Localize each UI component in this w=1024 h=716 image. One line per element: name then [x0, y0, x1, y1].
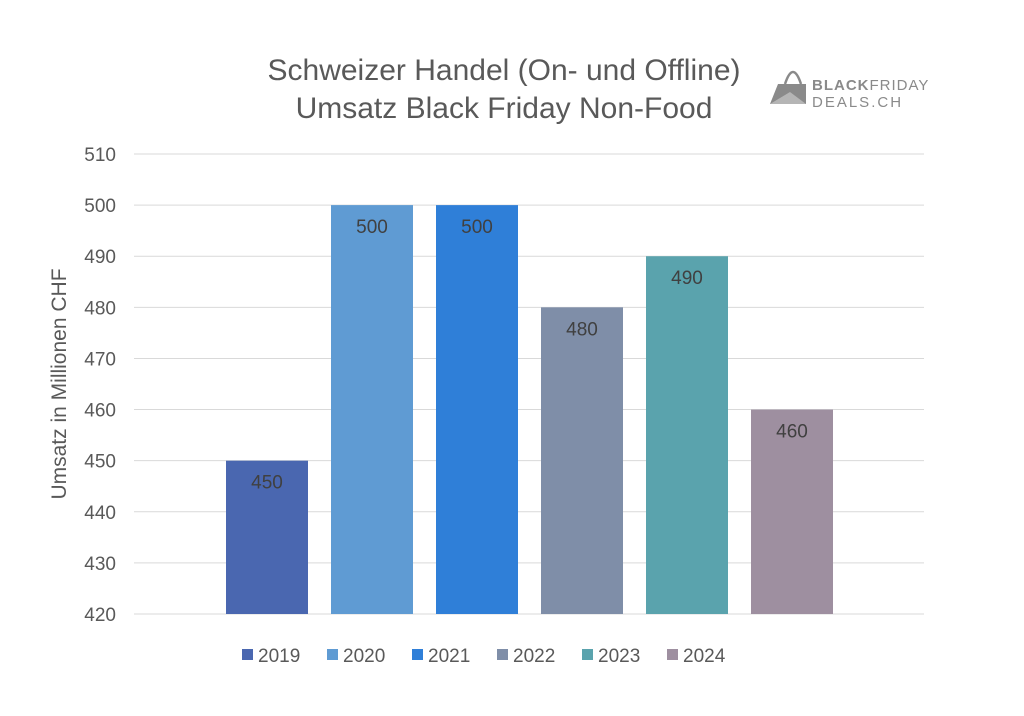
data-label-2022: 480	[566, 319, 598, 340]
legend-label: 2020	[343, 646, 385, 667]
legend-swatch	[412, 649, 423, 660]
bar-2023	[646, 256, 728, 614]
legend-swatch	[497, 649, 508, 660]
bar-2022	[541, 307, 623, 614]
legend-item-2020: 2020	[327, 646, 385, 667]
legend-item-2022: 2022	[497, 646, 555, 667]
legend-label: 2023	[598, 646, 640, 667]
legend-swatch	[667, 649, 678, 660]
y-tick-label: 460	[84, 401, 116, 422]
y-tick-label: 440	[84, 503, 116, 524]
y-tick-label: 450	[84, 452, 116, 473]
y-tick-label: 480	[84, 298, 116, 319]
logo-text-line-1: BLACKFRIDAY	[812, 77, 929, 94]
y-tick-label: 500	[84, 196, 116, 217]
legend-item-2023: 2023	[582, 646, 640, 667]
y-axis-ticks: 420 430 440 450 460 470 480 490 500 510	[84, 145, 116, 626]
legend-label: 2024	[683, 646, 726, 667]
y-axis-label: Umsatz in Millionen CHF	[48, 268, 71, 499]
legend-item-2024: 2024	[667, 646, 726, 667]
legend-swatch	[582, 649, 593, 660]
data-label-2021: 500	[461, 217, 493, 238]
legend-label: 2019	[258, 646, 300, 667]
logo-text-friday: FRIDAY	[870, 77, 930, 94]
data-label-2020: 500	[356, 217, 388, 238]
bar-2020	[331, 205, 413, 614]
legend-item-2021: 2021	[412, 646, 470, 667]
bar-2021	[436, 205, 518, 614]
bars	[226, 205, 833, 614]
y-tick-label: 420	[84, 605, 116, 626]
logo-text-black: BLACK	[812, 77, 870, 94]
y-tick-label: 430	[84, 554, 116, 575]
data-labels: 450 500 500 480 490 460	[251, 217, 808, 494]
legend: 2019 2020 2021 2022 2023 2024	[242, 646, 726, 667]
bar-2019	[226, 460, 308, 614]
y-tick-label: 510	[84, 145, 116, 166]
chart-title-line-1: Schweizer Handel (On- und Offline)	[268, 54, 741, 87]
data-label-2019: 450	[251, 473, 283, 494]
legend-label: 2022	[513, 646, 555, 667]
chart-title: Schweizer Handel (On- und Offline) Umsat…	[268, 54, 741, 125]
y-tick-label: 470	[84, 349, 116, 370]
legend-swatch	[327, 649, 338, 660]
shopping-bag-icon	[770, 70, 806, 104]
data-label-2024: 460	[776, 422, 808, 443]
chart-title-line-2: Umsatz Black Friday Non-Food	[296, 92, 713, 125]
legend-swatch	[242, 649, 253, 660]
brand-logo: BLACKFRIDAY DEALS.CH	[770, 70, 929, 111]
legend-item-2019: 2019	[242, 646, 300, 667]
data-label-2023: 490	[671, 268, 703, 289]
logo-text-line-2: DEALS.CH	[812, 94, 903, 111]
legend-label: 2021	[428, 646, 470, 667]
y-tick-label: 490	[84, 247, 116, 268]
bar-2024	[751, 409, 833, 614]
